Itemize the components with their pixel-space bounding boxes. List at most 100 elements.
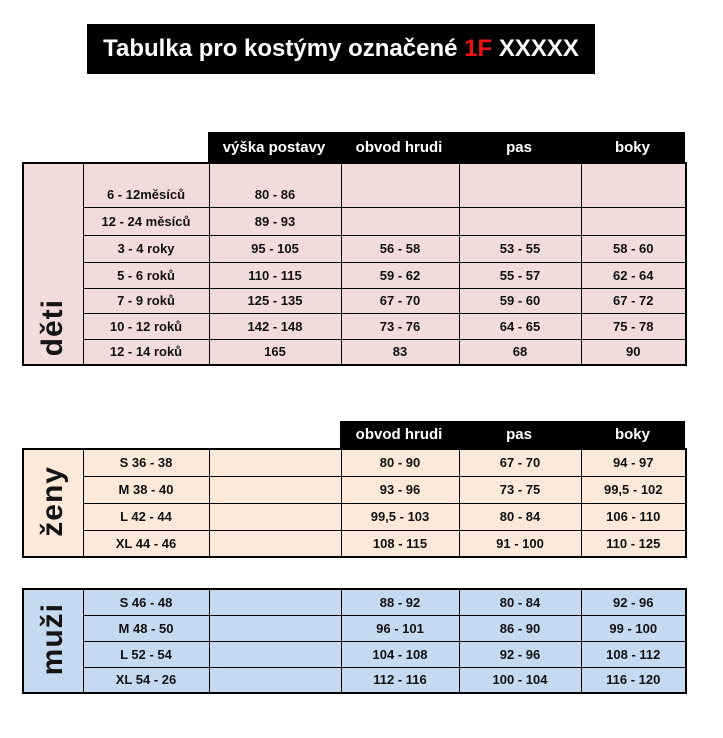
value-cell: 116 - 120 [580, 666, 687, 694]
size-cell: 7 - 9 roků [82, 287, 210, 314]
value-cell: 73 - 76 [340, 312, 460, 340]
table-row: 10 - 12 roků 142 - 148 73 - 76 64 - 65 7… [23, 312, 687, 340]
value-cell [208, 614, 342, 642]
size-cell: S 46 - 48 [82, 588, 210, 616]
size-cell: L 52 - 54 [82, 640, 210, 668]
muzi-table: muži S 46 - 48 88 - 92 80 - 84 92 - 96 M… [22, 588, 687, 694]
table-row: 7 - 9 roků 125 - 135 67 - 70 59 - 60 67 … [23, 287, 687, 314]
deti-table: děti 6 - 12měsíců 80 - 86 12 - 24 měsíců… [22, 162, 687, 366]
deti-column-header-bar: výška postavy obvod hrudi pas boky [208, 132, 685, 162]
value-cell [208, 640, 342, 668]
value-cell: 89 - 93 [208, 206, 342, 236]
value-cell: 104 - 108 [340, 640, 460, 668]
size-cell: XL 44 - 46 [82, 529, 210, 558]
value-cell: 110 - 125 [580, 529, 687, 558]
value-cell: 67 - 70 [340, 287, 460, 314]
title-code-highlight: 1F [464, 35, 493, 62]
value-cell: 99 - 100 [580, 614, 687, 642]
value-cell [208, 448, 342, 477]
table-row: muži S 46 - 48 88 - 92 80 - 84 92 - 96 [22, 588, 687, 694]
size-cell: S 36 - 38 [82, 448, 210, 477]
value-cell: 90 [580, 338, 687, 366]
value-cell [340, 206, 460, 236]
table-row: ženy S 36 - 38 80 - 90 67 - 70 94 - 97 [22, 448, 687, 558]
value-cell: 56 - 58 [340, 234, 460, 263]
size-cell: 12 - 14 roků [82, 338, 210, 366]
table-row: XL 54 - 26 112 - 116 100 - 104 116 - 120 [23, 666, 687, 694]
size-cell: M 48 - 50 [82, 614, 210, 642]
value-cell: 92 - 96 [458, 640, 582, 668]
value-cell: 68 [458, 338, 582, 366]
value-cell: 67 - 70 [458, 448, 582, 477]
table-row: M 38 - 40 93 - 96 73 - 75 99,5 - 102 [23, 475, 687, 504]
value-cell [458, 162, 582, 208]
value-cell: 88 - 92 [340, 588, 460, 616]
value-cell: 106 - 110 [580, 502, 687, 531]
column-header-pas: pas [506, 426, 532, 443]
column-header-vyska: výška postavy [222, 138, 326, 156]
group-label-zeny: ženy [22, 448, 84, 558]
value-cell: 55 - 57 [458, 261, 582, 289]
value-cell: 80 - 84 [458, 588, 582, 616]
value-cell: 80 - 90 [340, 448, 460, 477]
table-row: 12 - 14 roků 165 83 68 90 [23, 338, 687, 366]
value-cell: 80 - 86 [208, 162, 342, 208]
value-cell [208, 666, 342, 694]
value-cell: 86 - 90 [458, 614, 582, 642]
value-cell: 83 [340, 338, 460, 366]
size-cell: XL 54 - 26 [82, 666, 210, 694]
group-label-deti: děti [22, 162, 84, 366]
zeny-table: ženy S 36 - 38 80 - 90 67 - 70 94 - 97 M… [22, 448, 687, 558]
value-cell: 125 - 135 [208, 287, 342, 314]
group-label-muzi: muži [22, 588, 84, 694]
zeny-column-header-bar: obvod hrudi pas boky [340, 421, 685, 448]
value-cell: 80 - 84 [458, 502, 582, 531]
value-cell: 108 - 115 [340, 529, 460, 558]
title-bar: Tabulka pro kostýmy označené 1F XXXXX [87, 24, 595, 74]
title-suffix: XXXXX [498, 35, 579, 62]
value-cell: 108 - 112 [580, 640, 687, 668]
value-cell: 92 - 96 [580, 588, 687, 616]
value-cell: 62 - 64 [580, 261, 687, 289]
value-cell [580, 162, 687, 208]
column-header-hrudnik: obvod hrudi [355, 138, 443, 156]
value-cell: 110 - 115 [208, 261, 342, 289]
size-cell: 12 - 24 měsíců [82, 206, 210, 236]
value-cell: 73 - 75 [458, 475, 582, 504]
table-row: XL 44 - 46 108 - 115 91 - 100 110 - 125 [23, 529, 687, 558]
size-cell: L 42 - 44 [82, 502, 210, 531]
table-row: děti 6 - 12měsíců 80 - 86 [22, 162, 687, 366]
value-cell: 53 - 55 [458, 234, 582, 263]
value-cell: 64 - 65 [458, 312, 582, 340]
table-row: M 48 - 50 96 - 101 86 - 90 99 - 100 [23, 614, 687, 642]
size-cell: 3 - 4 roky [82, 234, 210, 263]
value-cell [340, 162, 460, 208]
column-header-boky: boky [614, 138, 650, 156]
value-cell: 59 - 60 [458, 287, 582, 314]
value-cell: 95 - 105 [208, 234, 342, 263]
title-text: Tabulka pro kostýmy označené [103, 35, 458, 62]
value-cell: 100 - 104 [458, 666, 582, 694]
value-cell [580, 206, 687, 236]
value-cell: 142 - 148 [208, 312, 342, 340]
value-cell: 94 - 97 [580, 448, 687, 477]
column-header-pas: pas [506, 138, 532, 156]
value-cell [208, 502, 342, 531]
size-cell: M 38 - 40 [82, 475, 210, 504]
value-cell: 59 - 62 [340, 261, 460, 289]
value-cell: 93 - 96 [340, 475, 460, 504]
value-cell: 75 - 78 [580, 312, 687, 340]
table-row: 5 - 6 roků 110 - 115 59 - 62 55 - 57 62 … [23, 261, 687, 289]
value-cell: 99,5 - 103 [340, 502, 460, 531]
table-row: L 42 - 44 99,5 - 103 80 - 84 106 - 110 [23, 502, 687, 531]
column-header-hrudnik: obvod hrudi [355, 426, 443, 443]
value-cell [208, 475, 342, 504]
value-cell: 67 - 72 [580, 287, 687, 314]
value-cell: 165 [208, 338, 342, 366]
size-cell: 10 - 12 roků [82, 312, 210, 340]
column-header-boky: boky [614, 426, 650, 443]
table-row: 12 - 24 měsíců 89 - 93 [23, 206, 687, 236]
size-cell: 6 - 12měsíců [82, 162, 210, 208]
value-cell: 99,5 - 102 [580, 475, 687, 504]
value-cell [208, 529, 342, 558]
